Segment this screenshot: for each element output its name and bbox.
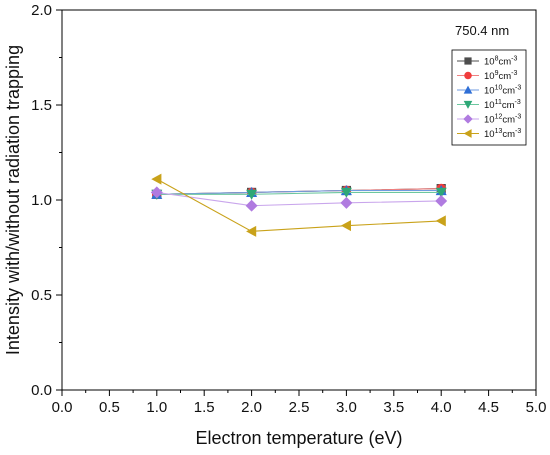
legend-unit: cm	[502, 86, 515, 97]
y-axis-ticks: 0.0 0.5 1.0 1.5 2.0	[31, 2, 62, 399]
data-point	[151, 173, 162, 185]
legend-unit: cm	[502, 100, 515, 111]
series-line	[156, 189, 442, 195]
data-point	[340, 220, 351, 232]
legend-item: 1011cm-3	[457, 99, 521, 111]
legend-unit: cm	[498, 57, 511, 68]
y-tick-label: 1.0	[31, 192, 52, 209]
data-point	[435, 215, 446, 227]
legend-marker	[463, 85, 473, 94]
data-point	[435, 187, 447, 198]
x-tick-label: 4.5	[478, 399, 499, 416]
legend: 108cm-3109cm-31010cm-31011cm-31012cm-310…	[451, 49, 527, 146]
x-tick-label: 0.0	[52, 399, 73, 416]
legend-base: 10	[484, 115, 495, 126]
series-line	[156, 191, 442, 207]
y-axis-title: Intensity with/without radiation trappin…	[3, 45, 23, 355]
data-point	[435, 194, 448, 207]
legend-item: 109cm-3	[457, 70, 517, 82]
x-axis-ticks: 0.0 0.5 1.0 1.5 2.0 2.5 3.0 3.5 4.0 4.5 5.0	[52, 390, 547, 416]
legend-item: 1012cm-3	[457, 114, 521, 126]
legend-base: 10	[484, 86, 495, 97]
data-point	[150, 186, 163, 199]
data-point	[246, 225, 257, 237]
legend-marker	[463, 129, 472, 138]
legend-unit-exp: -3	[515, 114, 521, 121]
series-line	[156, 191, 442, 195]
legend-exp: 12	[495, 114, 503, 121]
legend-exp: 13	[495, 128, 503, 135]
legend-label: 1012cm-3	[484, 114, 521, 126]
legend-label: 1013cm-3	[484, 128, 521, 140]
x-tick-label: 1.5	[194, 399, 215, 416]
x-axis-title: Electron temperature (eV)	[195, 428, 402, 448]
series-line	[156, 178, 442, 232]
legend-base: 10	[484, 71, 495, 82]
data-point	[340, 196, 353, 209]
x-tick-label: 2.5	[289, 399, 310, 416]
data-point	[340, 187, 352, 198]
legend-exp: 11	[495, 99, 502, 106]
legend-base: 10	[484, 100, 495, 111]
y-tick-label: 0.0	[31, 382, 52, 399]
series-10-13	[151, 173, 446, 237]
legend-unit-exp: -3	[511, 56, 517, 63]
legend-unit: cm	[502, 129, 515, 140]
legend-unit: cm	[502, 115, 515, 126]
legend-base: 10	[484, 129, 495, 140]
legend-unit-exp: -3	[511, 70, 517, 77]
legend-marker	[464, 57, 472, 65]
legend-label: 1010cm-3	[484, 85, 521, 97]
legend-marker	[463, 100, 473, 109]
x-tick-label: 4.0	[431, 399, 452, 416]
legend-marker	[463, 114, 473, 124]
legend-marker	[464, 71, 472, 80]
x-tick-label: 1.0	[146, 399, 167, 416]
legend-exp: 9	[495, 70, 499, 77]
legend-box	[451, 49, 527, 146]
annotation-wavelength: 750.4 nm	[455, 23, 509, 38]
legend-item: 108cm-3	[457, 56, 517, 68]
legend-unit-exp: -3	[515, 85, 521, 92]
x-tick-label: 5.0	[526, 399, 547, 416]
legend-unit-exp: -3	[515, 128, 521, 135]
legend-label: 108cm-3	[484, 56, 517, 68]
legend-unit-exp: -3	[515, 99, 521, 106]
legend-unit: cm	[498, 71, 511, 82]
legend-label: 1011cm-3	[484, 99, 521, 111]
y-tick-label: 0.5	[31, 287, 52, 304]
legend-exp: 8	[495, 56, 499, 63]
series-layer	[150, 173, 448, 237]
y-tick-label: 1.5	[31, 97, 52, 114]
data-point	[245, 199, 258, 212]
legend-label: 109cm-3	[484, 70, 517, 82]
x-tick-label: 2.0	[241, 399, 262, 416]
x-tick-label: 3.5	[383, 399, 404, 416]
legend-item: 1013cm-3	[457, 128, 521, 140]
legend-exp: 10	[495, 85, 503, 92]
x-tick-label: 0.5	[99, 399, 120, 416]
series-10-12	[150, 186, 448, 212]
legend-base: 10	[484, 57, 495, 68]
y-tick-label: 2.0	[31, 2, 52, 19]
x-tick-label: 3.0	[336, 399, 357, 416]
data-point	[246, 189, 258, 200]
legend-item: 1010cm-3	[457, 85, 521, 97]
